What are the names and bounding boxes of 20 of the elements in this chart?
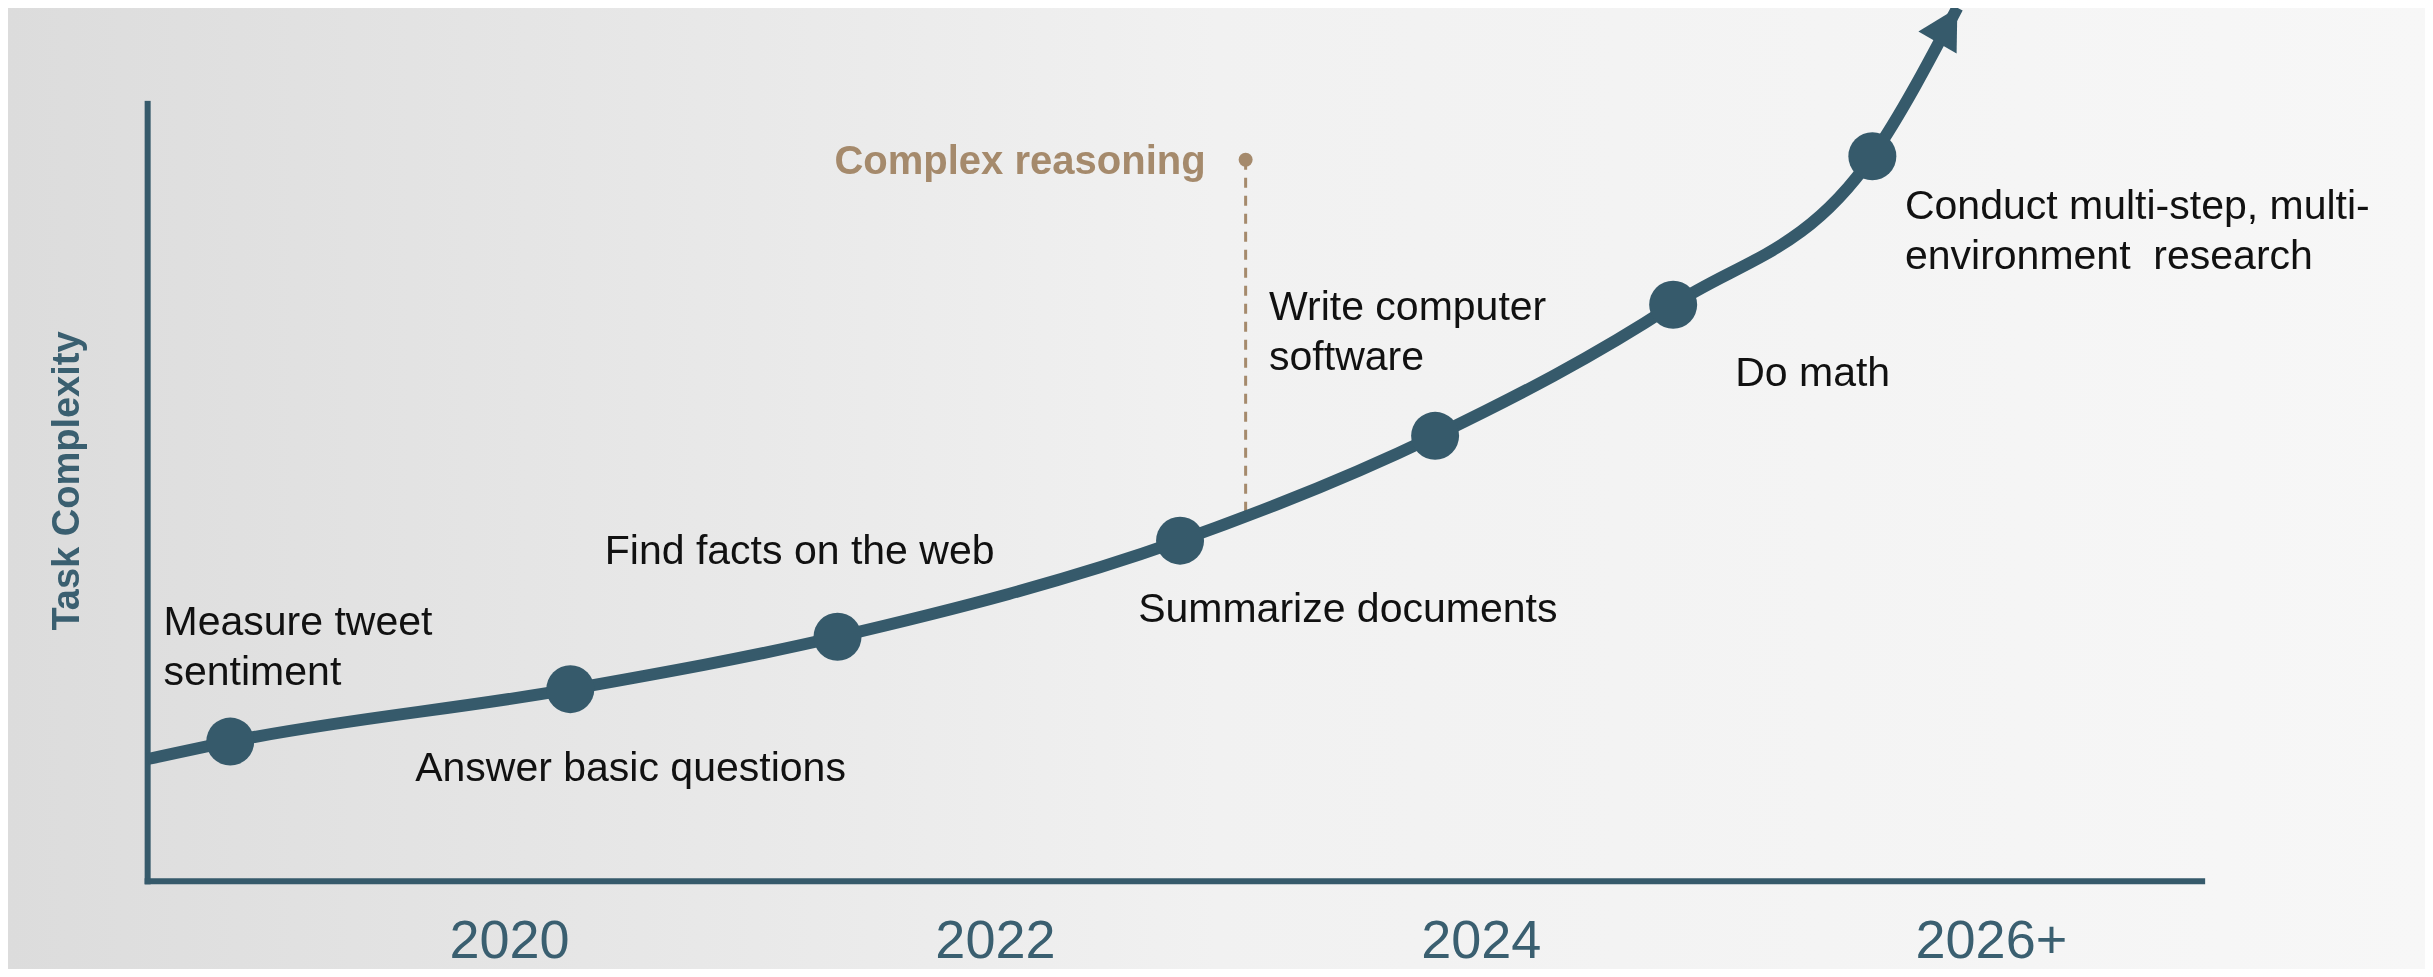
y-axis-title: Task Complexity <box>44 331 87 631</box>
x-tick-label: 2026+ <box>1915 909 2068 969</box>
annotation: Write computer software <box>1269 282 1547 379</box>
point <box>813 612 862 661</box>
point <box>1156 516 1205 565</box>
annotation: Measure tweet sentiment <box>163 597 434 694</box>
annotation: Conduct multi-step, multi- environment research <box>1904 181 2370 278</box>
annotation: Do math <box>1735 348 1891 395</box>
annotation: Answer basic questions <box>415 744 846 791</box>
x-tick-label: 2020 <box>449 909 570 969</box>
point <box>1848 132 1897 181</box>
point <box>546 665 595 714</box>
point <box>1649 280 1698 329</box>
ref-line-label: Complex reasoning <box>834 137 1206 182</box>
annotation: Summarize documents <box>1138 584 1558 631</box>
x-tick-label: 2022 <box>935 909 1056 969</box>
annotation: Find facts on the web <box>604 527 995 574</box>
point <box>206 717 255 766</box>
point <box>1411 411 1460 460</box>
x-tick-label: 2024 <box>1421 909 1542 969</box>
